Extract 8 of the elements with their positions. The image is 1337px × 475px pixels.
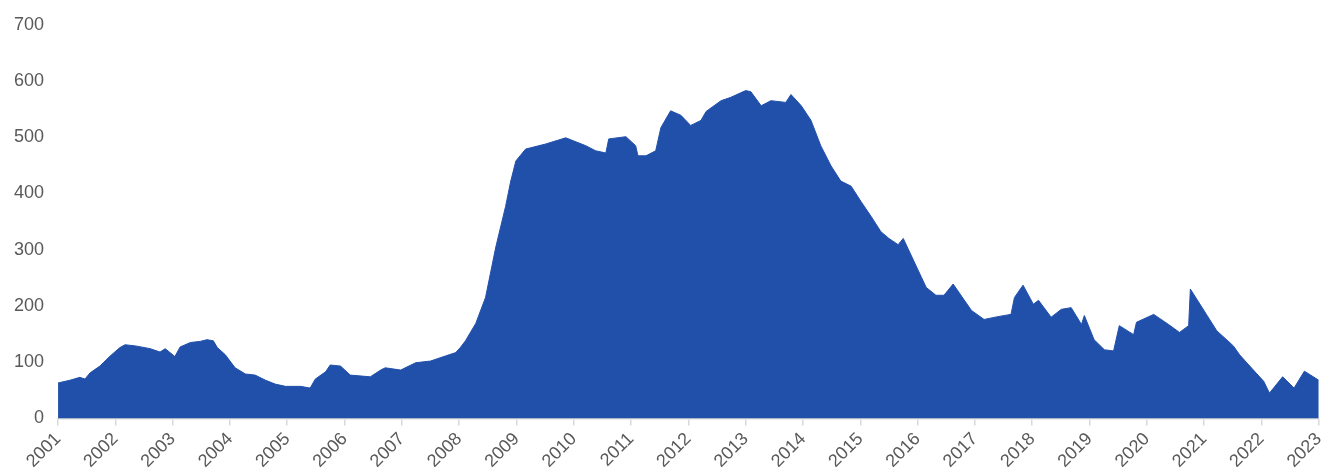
y-tick-label: 500 <box>13 126 45 147</box>
y-tick-label: 100 <box>13 351 45 372</box>
y-tick-label: 0 <box>34 407 45 428</box>
y-tick-label: 400 <box>13 182 45 203</box>
y-tick-label: 700 <box>13 13 45 34</box>
y-tick-label: 600 <box>13 70 45 90</box>
y-tick-label: 200 <box>13 294 45 315</box>
y-tick-label: 300 <box>13 238 45 259</box>
